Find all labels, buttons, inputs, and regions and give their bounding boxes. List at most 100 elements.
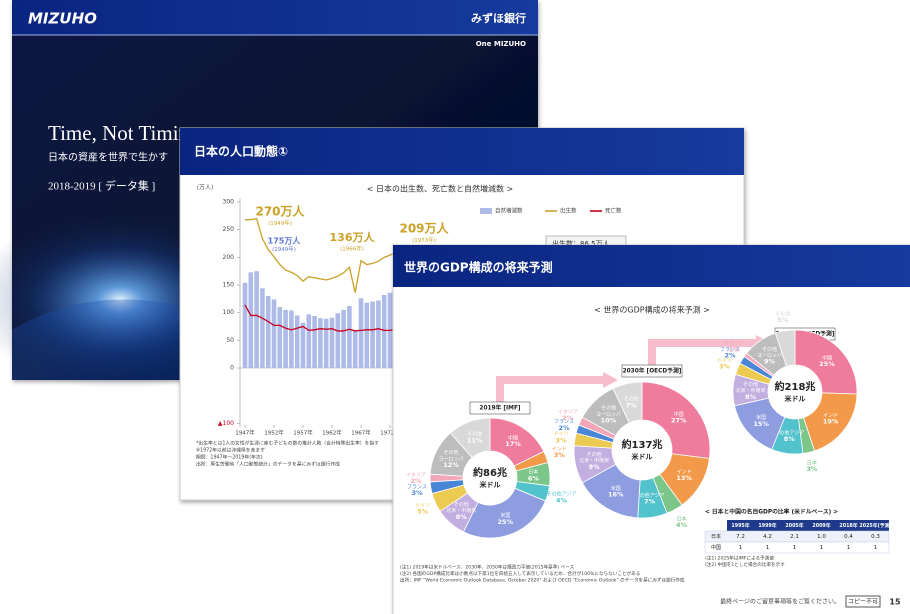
segment-name: フランス bbox=[407, 484, 427, 490]
chart-header-box bbox=[469, 401, 531, 415]
legend-label: 出生数 bbox=[560, 207, 577, 215]
bar bbox=[341, 309, 346, 368]
donut-segment bbox=[612, 381, 643, 424]
annotation: 209万人 bbox=[399, 221, 449, 236]
segment-name: 日本 bbox=[528, 469, 538, 476]
bar bbox=[260, 288, 265, 368]
donut-total: 約218兆 bbox=[775, 380, 816, 393]
table-header-row bbox=[727, 520, 889, 531]
x-tick-label: 1972年 bbox=[380, 429, 400, 437]
donut-total: 約137兆 bbox=[622, 438, 663, 451]
segment-name: フランス bbox=[720, 347, 740, 353]
bar bbox=[289, 310, 294, 368]
table-header: 2018年 bbox=[839, 522, 857, 529]
chart-title: < 世界のGDP構成の将来予測 > bbox=[594, 305, 710, 315]
segment-label: 12% bbox=[443, 461, 459, 469]
bar bbox=[265, 296, 271, 368]
arrow bbox=[496, 376, 605, 402]
annotation-note: (1973年) bbox=[412, 236, 436, 244]
chart-header: 2019年 [IMF] bbox=[479, 404, 520, 412]
table-cell: 4.2 bbox=[763, 534, 772, 540]
annotation: 136万人 bbox=[330, 230, 376, 244]
segment-label: 15% bbox=[753, 420, 769, 428]
segment-name: その他 bbox=[587, 451, 602, 458]
note: 出所：厚生労働省「人口動態統計」のデータを基にみずほ銀行作成 bbox=[196, 461, 340, 468]
table-cell: 2.1 bbox=[790, 534, 799, 540]
bar bbox=[329, 317, 335, 368]
table-cell: 7.2 bbox=[736, 534, 745, 540]
gdp-notes: (注1) 2019年は米ドルベース、2030年、2050年は購買力平価(2015… bbox=[400, 564, 685, 584]
arrow bbox=[648, 339, 758, 366]
y-tick-label: 100 bbox=[223, 309, 235, 316]
segment-name: その他アジア bbox=[774, 430, 804, 437]
segment-label: 27% bbox=[671, 417, 687, 425]
y-tick-label: 200 bbox=[223, 254, 235, 261]
segment-name: その他 bbox=[775, 310, 790, 317]
note: 期間：1947年～2019年(年次) bbox=[196, 454, 263, 461]
segment-label: 11% bbox=[467, 436, 483, 444]
callout: 出生数：86.5万人 bbox=[552, 239, 610, 248]
segment-name: 米国 bbox=[756, 414, 766, 421]
y-tick-label: 150 bbox=[223, 282, 235, 289]
segment-name: その他 bbox=[443, 449, 458, 456]
gdp-charts: 2019年 [IMF]中国17%インド3%日本6%その他アジア4%米国25%その… bbox=[406, 310, 858, 539]
table-header: 1999年 bbox=[758, 522, 776, 529]
bar bbox=[248, 272, 254, 368]
table-cell: 1 bbox=[874, 545, 878, 551]
annotation-note: (1966年) bbox=[340, 244, 364, 252]
segment-name: その他アジア bbox=[635, 492, 665, 499]
segment-label: 17% bbox=[505, 440, 521, 448]
bar bbox=[335, 313, 341, 368]
gdp-slide: 世界のGDP構成の将来予測 < 世界のGDP構成の将来予測 > 2019年 [I… bbox=[392, 244, 910, 614]
segment-name: ヨーロッパ bbox=[757, 353, 782, 359]
segment-name: ドイツ bbox=[415, 503, 430, 509]
annotation-note: (1949年) bbox=[268, 219, 292, 227]
bar bbox=[318, 318, 323, 368]
y-tick-label: 0 bbox=[230, 365, 234, 372]
segment-label: 13% bbox=[676, 474, 692, 482]
donut-unit: 米ドル bbox=[631, 452, 653, 461]
segment-label: 9% bbox=[589, 463, 601, 471]
table-header: 1995年 bbox=[731, 522, 749, 529]
table-header: 2009年 bbox=[812, 522, 830, 529]
note: *出生率とは1人の女性が生涯に産む子どもの数の推計人数（合計特殊出生率）を指す bbox=[196, 440, 379, 447]
segment-label: 6% bbox=[528, 474, 540, 482]
table-title: < 日本と中国の名目GDPの比率 (米ドルベース) > bbox=[705, 508, 838, 516]
table-cell: 0.4 bbox=[844, 534, 853, 540]
note: (注1) 2019年は米ドルベース、2030年、2050年は購買力平価(2015… bbox=[400, 564, 575, 571]
bar bbox=[323, 318, 329, 368]
segment-label: 9% bbox=[764, 358, 776, 366]
slide-title: 世界のGDP構成の将来予測 bbox=[404, 260, 553, 275]
segment-name: イタリア bbox=[558, 408, 578, 415]
segment-label: 3% bbox=[806, 465, 818, 473]
table-cell: 1 bbox=[739, 545, 743, 551]
segment-name: その他 bbox=[743, 381, 758, 388]
slide-title: 日本の人口動態① bbox=[194, 144, 288, 159]
legend-label: 自然増減数 bbox=[495, 207, 523, 215]
segment-label: 25% bbox=[819, 360, 835, 368]
table-header: 2025年(予測) bbox=[859, 522, 891, 529]
bar bbox=[277, 307, 283, 368]
donut-segment bbox=[449, 417, 491, 459]
segment-name: その他 bbox=[454, 501, 469, 508]
bar bbox=[347, 306, 352, 368]
legend-swatch bbox=[480, 208, 492, 214]
bar bbox=[300, 322, 306, 368]
y-tick-label: 50 bbox=[226, 337, 234, 344]
x-tick-label: 1952年 bbox=[264, 429, 284, 437]
segment-label: 19% bbox=[823, 418, 839, 426]
segment-name: インド bbox=[552, 446, 567, 452]
bar bbox=[312, 315, 317, 368]
segment-name: 北米・中南米 bbox=[446, 507, 476, 514]
table-cell: 1 bbox=[820, 545, 824, 551]
segment-name: その他 bbox=[624, 396, 639, 403]
segment-label: 3% bbox=[719, 363, 731, 371]
y-tick-label: 300 bbox=[223, 199, 235, 206]
note: ※1972年以前は沖縄県を含まず bbox=[196, 447, 265, 454]
row-label: 日本 bbox=[711, 533, 721, 540]
bar bbox=[352, 329, 358, 368]
arrow-head bbox=[603, 372, 618, 388]
